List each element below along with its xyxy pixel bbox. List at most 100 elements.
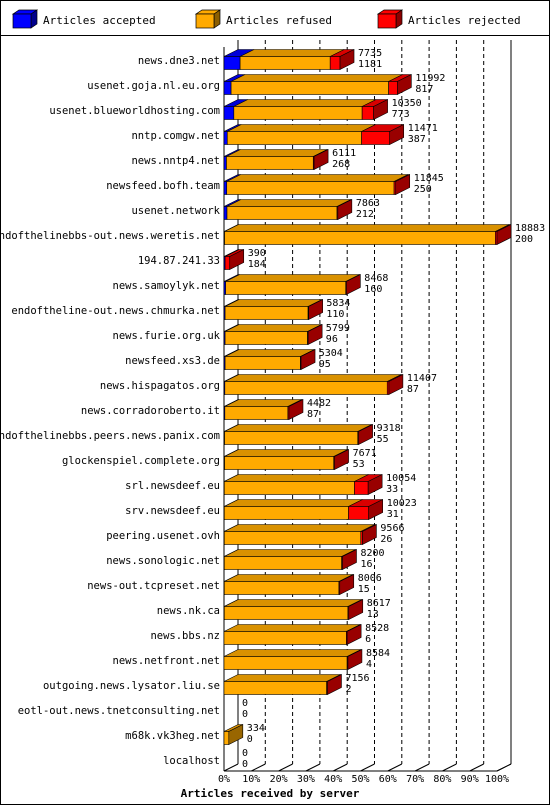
legend-swatch (377, 13, 397, 29)
bar-accepted (223, 81, 232, 95)
bar-row (223, 724, 244, 745)
bar-row (223, 674, 342, 695)
bar-row (223, 274, 361, 295)
bar-rejected-side (342, 549, 357, 570)
value-label-top: 11407 (407, 373, 437, 384)
value-label-bottom: 184 (248, 259, 266, 270)
bar-accepted (223, 181, 228, 195)
value-label-bottom: 200 (515, 234, 533, 245)
value-label-top: 10350 (392, 98, 422, 109)
value-label-top: 9566 (380, 523, 404, 534)
bar-refused (223, 731, 230, 745)
x-tick-label: 40% (324, 774, 342, 785)
bar-refused-top (223, 674, 341, 682)
y-tick-label: news.nk.ca (157, 605, 220, 617)
bar-rejected-side (346, 624, 362, 645)
y-tick-label: news.nntp4.net (131, 155, 220, 167)
bar-refused-top (239, 49, 345, 57)
bar-refused-top (224, 324, 322, 332)
bar-rejected-side (397, 74, 412, 95)
bar-row (223, 599, 364, 620)
y-tick-label: news.corradoroberto.it (81, 405, 220, 417)
bar-rejected (361, 106, 374, 120)
y-tick-label: m68k.vk3heg.net (125, 730, 220, 742)
value-label-bottom: 268 (332, 159, 350, 170)
value-label-bottom: 1181 (358, 59, 382, 70)
value-label-bottom: 773 (392, 109, 410, 120)
bar-refused-top (224, 549, 356, 557)
x-axis-title: Articles received by server (181, 787, 360, 800)
value-label-top: 18883 (515, 223, 545, 234)
x-tick-label: 10% (242, 774, 260, 785)
legend-swatch (12, 13, 32, 29)
legend-entry: Articles accepted (11, 9, 156, 29)
bar-refused-top (224, 299, 323, 307)
bar-refused-top (224, 574, 354, 582)
bar-accepted (223, 206, 228, 220)
bar-refused-top (230, 74, 403, 82)
bar-refused (223, 606, 349, 620)
x-tick-label: 100% (485, 774, 509, 785)
bar-row (223, 224, 512, 245)
value-label-top: 390 (248, 248, 266, 259)
bar-rejected-side (339, 574, 355, 595)
bar-refused (223, 556, 342, 570)
value-label-bottom: 6 (365, 634, 371, 645)
bar-refused-side (228, 724, 244, 745)
value-label-top: 11992 (415, 73, 445, 84)
bar-row (223, 649, 363, 670)
y-tick-label: news.netfront.net (113, 655, 220, 667)
x-tick-mark (469, 763, 484, 772)
bar-rejected-side (362, 524, 377, 545)
value-label-bottom: 250 (414, 184, 432, 195)
bars (223, 49, 512, 745)
bar-row (223, 624, 362, 645)
y-tick-label: newsfeed.xs3.de (125, 355, 220, 367)
bar-row (223, 349, 316, 370)
bar-refused (226, 181, 395, 195)
value-label-top: 9318 (377, 423, 401, 434)
value-label-top: 5304 (319, 348, 343, 359)
legend-entry: Articles rejected (376, 9, 521, 29)
bar-rejected-side (395, 174, 411, 195)
bar-row (223, 524, 377, 545)
bar-row (223, 499, 383, 520)
value-label-top: 8617 (367, 598, 391, 609)
bar-rejected-side (347, 649, 363, 670)
bar-refused (223, 481, 355, 495)
bar-row (223, 174, 411, 195)
value-label-bottom: 817 (415, 84, 433, 95)
value-label-bottom: 16 (360, 559, 372, 570)
bar-refused (224, 331, 308, 345)
y-tick-label: eotl-out.news.tnetconsulting.net (18, 705, 220, 717)
bar-refused-top (226, 199, 352, 207)
bar-refused (224, 406, 289, 420)
bar-refused-top (224, 599, 363, 607)
bar-refused-top (224, 224, 510, 232)
bar-refused (224, 356, 301, 370)
x-tick-mark (442, 763, 457, 772)
legend-swatch (195, 13, 215, 29)
bar-accepted (223, 56, 241, 70)
bar-rejected-side (313, 149, 329, 170)
value-label-bottom: 87 (407, 384, 419, 395)
bar-row (223, 449, 349, 470)
value-label-top: 7863 (356, 198, 380, 209)
value-label-bottom: 33 (386, 484, 398, 495)
value-label-bottom: 31 (387, 509, 399, 520)
y-tick-label: srl.newsdeef.eu (125, 480, 220, 492)
value-label-top: 10054 (386, 473, 416, 484)
bar-row (223, 374, 404, 395)
bar-refused (224, 456, 335, 470)
bar-refused (223, 656, 348, 670)
y-tick-label: usenet.goja.nl.eu.org (87, 80, 220, 92)
x-tick-label: 70% (406, 774, 424, 785)
bar-refused-top (224, 524, 375, 532)
bar-rejected-side (337, 199, 353, 220)
bar-rejected-side (288, 399, 304, 420)
legend-label: Articles accepted (43, 14, 156, 27)
bar-row (223, 99, 388, 120)
bar-refused-top (225, 274, 360, 282)
value-label-bottom: 87 (307, 409, 319, 420)
